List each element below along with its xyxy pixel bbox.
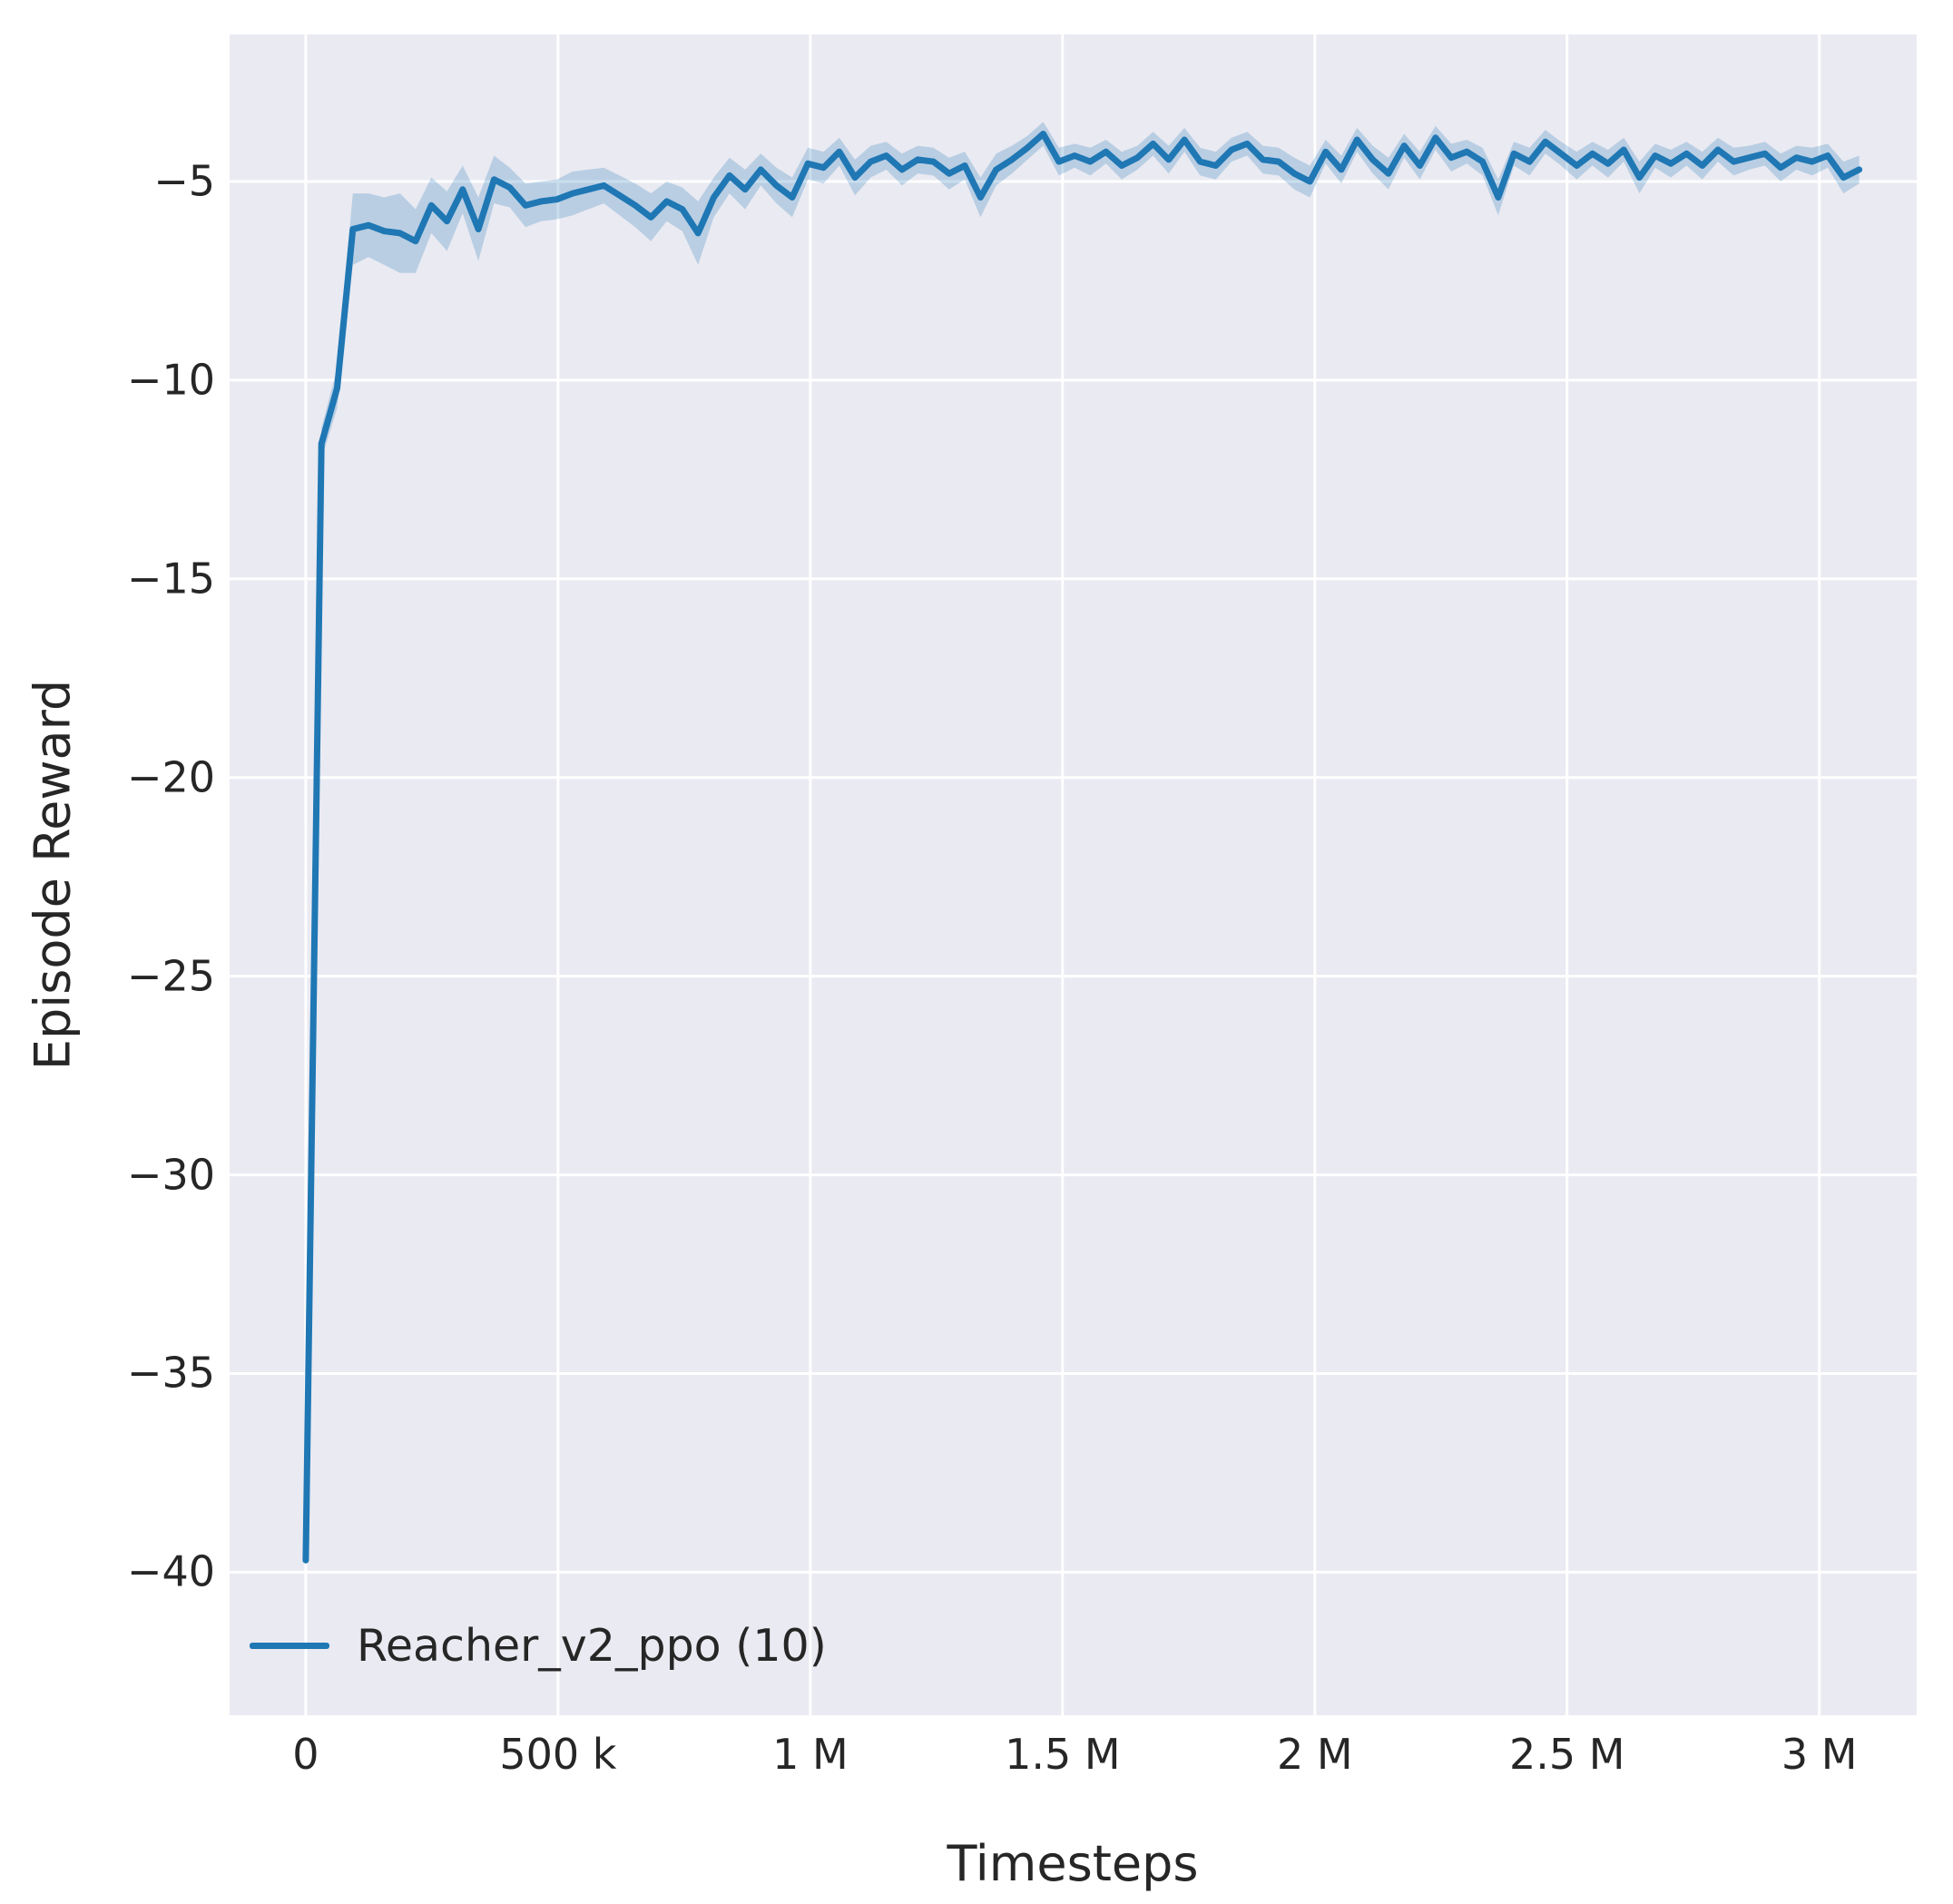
x-tick-label: 2.5 M [1509, 1730, 1625, 1779]
y-tick-label: −35 [126, 1348, 215, 1398]
plot-area: Reacher_v2_ppo (10) [230, 34, 1917, 1715]
x-tick-label: 500 k [499, 1730, 617, 1779]
chart-canvas [230, 34, 1917, 1715]
y-tick-label: −30 [126, 1149, 215, 1199]
y-tick-label: −10 [126, 355, 215, 405]
legend-label: Reacher_v2_ppo (10) [357, 1620, 827, 1672]
x-axis-label: Timesteps [947, 1835, 1199, 1892]
confidence-band [305, 122, 1860, 1566]
x-tick-label: 3 M [1781, 1730, 1858, 1779]
legend: Reacher_v2_ppo (10) [250, 1620, 827, 1672]
y-tick-label: −25 [126, 951, 215, 1001]
x-tick-label: 0 [292, 1730, 319, 1779]
x-tick-label: 1 M [772, 1730, 849, 1779]
y-tick-label: −5 [153, 156, 215, 206]
y-axis-label: Episode Reward [24, 679, 82, 1071]
y-tick-label: −40 [126, 1546, 215, 1596]
x-tick-label: 1.5 M [1005, 1730, 1121, 1779]
y-tick-label: −15 [126, 554, 215, 604]
y-tick-label: −20 [126, 752, 215, 802]
series-line [302, 131, 1863, 1564]
legend-line-icon [250, 1643, 329, 1649]
x-tick-label: 2 M [1276, 1730, 1353, 1779]
